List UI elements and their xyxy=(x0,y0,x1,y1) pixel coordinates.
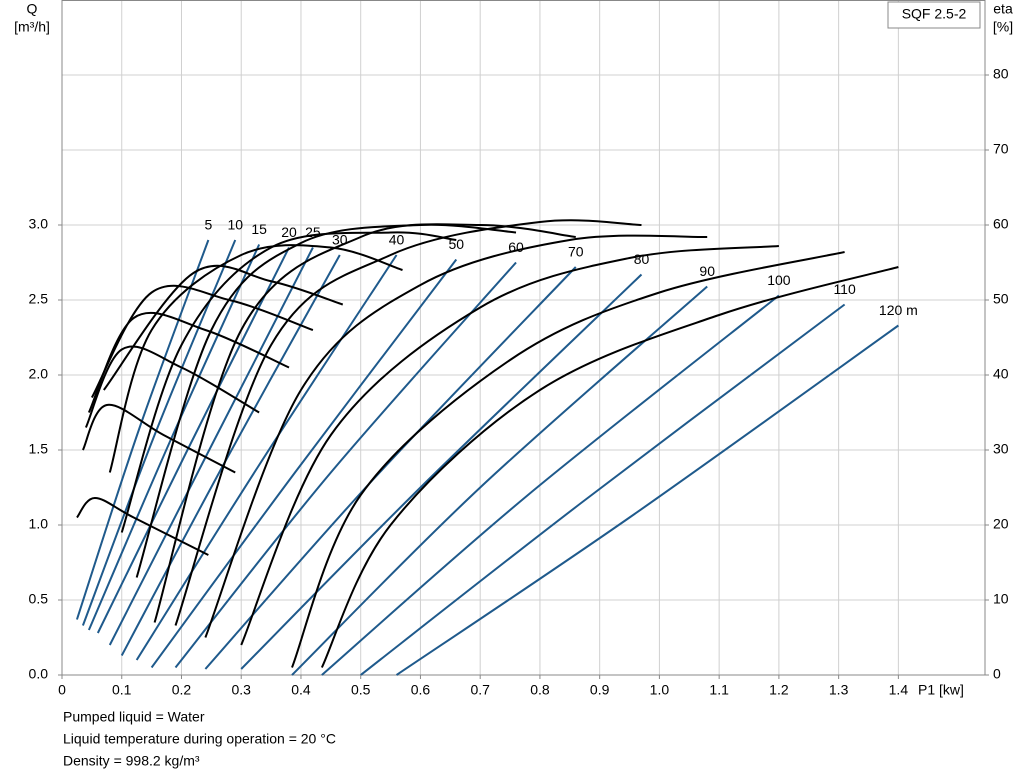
x-tick-label: 1.2 xyxy=(769,682,789,698)
curve-label: 100 xyxy=(767,272,791,288)
y2-tick-label: 60 xyxy=(993,216,1009,232)
x-tick-label: 1.4 xyxy=(889,682,909,698)
y2-tick-label: 10 xyxy=(993,591,1009,607)
curve xyxy=(96,247,290,634)
curve xyxy=(135,254,398,661)
curve-label: 120 m xyxy=(879,302,918,318)
curve xyxy=(153,223,576,623)
y2-tick-label: 0 xyxy=(993,666,1001,682)
curve xyxy=(360,303,846,676)
y-tick-label: 1.5 xyxy=(29,441,49,457)
plot-frame xyxy=(61,0,986,676)
curve xyxy=(103,264,344,391)
curve xyxy=(81,239,237,626)
x-tick-label: 0.3 xyxy=(231,682,251,698)
curve-label: 110 xyxy=(833,281,856,297)
y-tick-label: 1.0 xyxy=(29,516,49,532)
curve xyxy=(321,294,780,676)
y-tick-label: 0.0 xyxy=(29,666,49,682)
y-axis-label: Q xyxy=(27,1,38,17)
note: Density = 998.2 kg/m³ xyxy=(63,753,200,769)
x-axis-label: P1 [kw] xyxy=(918,682,964,698)
y-tick-label: 2.5 xyxy=(29,291,49,307)
curve-label: 15 xyxy=(251,221,267,237)
curve xyxy=(120,231,457,533)
badge: SQF 2.5-2 xyxy=(902,6,967,22)
y2-tick-label: 80 xyxy=(993,66,1009,82)
curve xyxy=(75,239,210,620)
y-tick-label: 2.0 xyxy=(29,366,49,382)
x-tick-label: 0.9 xyxy=(590,682,610,698)
curve xyxy=(204,266,577,670)
y2-axis-label: eta xyxy=(993,1,1013,17)
y-tick-label: 0.5 xyxy=(29,591,49,607)
curve-label: 40 xyxy=(389,232,405,248)
y-tick-label: 3.0 xyxy=(29,216,49,232)
x-tick-label: 0.2 xyxy=(172,682,192,698)
y2-tick-label: 70 xyxy=(993,141,1009,157)
curve xyxy=(395,324,899,676)
curve xyxy=(204,234,708,638)
curve xyxy=(240,273,643,670)
y2-tick-label: 50 xyxy=(993,291,1009,307)
curve-label: 70 xyxy=(568,244,584,260)
curve xyxy=(91,284,314,398)
x-tick-label: 1.0 xyxy=(650,682,670,698)
y2-tick-label: 20 xyxy=(993,516,1009,532)
curve-label: 20 xyxy=(281,224,297,240)
x-tick-label: 0.4 xyxy=(291,682,311,698)
curve xyxy=(240,245,779,646)
curve xyxy=(108,244,403,473)
y2-axis-unit: [%] xyxy=(993,19,1013,35)
curve-label: 80 xyxy=(634,251,650,267)
curve xyxy=(76,496,209,556)
x-tick-label: 0.8 xyxy=(530,682,550,698)
x-tick-label: 0.7 xyxy=(470,682,490,698)
note: Pumped liquid = Water xyxy=(63,709,205,725)
y2-tick-label: 30 xyxy=(993,441,1009,457)
y2-tick-label: 40 xyxy=(993,366,1009,382)
curve xyxy=(174,219,642,626)
y-axis-unit: [m³/h] xyxy=(14,19,50,35)
curve xyxy=(320,266,899,668)
x-tick-label: 1.3 xyxy=(829,682,849,698)
x-tick-label: 1.1 xyxy=(709,682,729,698)
curve xyxy=(87,244,261,631)
curve xyxy=(84,345,260,428)
x-tick-label: 0.1 xyxy=(112,682,132,698)
curve xyxy=(291,251,845,668)
badge-box xyxy=(887,1,981,29)
x-tick-label: 0.6 xyxy=(411,682,431,698)
note: Liquid temperature during operation = 20… xyxy=(63,731,336,747)
curve xyxy=(150,258,458,669)
x-tick-label: 0.5 xyxy=(351,682,371,698)
x-tick-label: 0 xyxy=(58,682,66,698)
curve-label: 10 xyxy=(227,217,243,233)
curve-label: 90 xyxy=(699,263,715,279)
curve xyxy=(81,403,236,474)
curve-label: 5 xyxy=(204,217,212,233)
